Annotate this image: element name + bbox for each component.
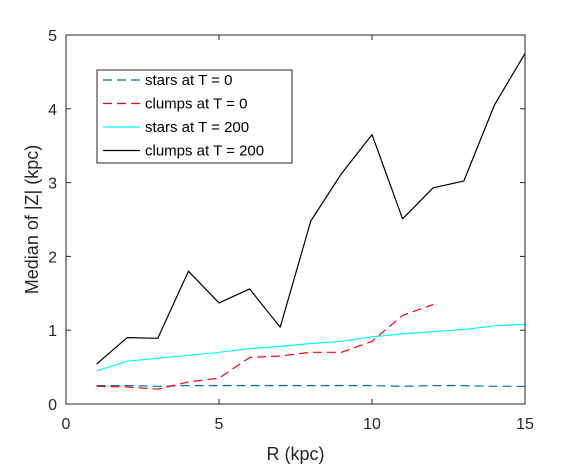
series-line-1 (96, 303, 434, 390)
ticks-layer: 0 5 10 15 0 1 2 3 4 5 (48, 28, 534, 433)
y-tick-label: 3 (48, 176, 57, 193)
series-layer (96, 53, 526, 390)
y-tick-label: 4 (48, 102, 57, 119)
legend-label-2: stars at T = 200 (145, 119, 249, 136)
series-line-2 (96, 323, 526, 372)
legend-entries: stars at T = 0 clumps at T = 0 stars at T … (103, 72, 264, 160)
y-axis-title: Median of |Z| (kpc) (22, 145, 42, 294)
series-line-3 (96, 53, 526, 365)
x-tick-label: 0 (62, 416, 71, 433)
y-tick-label: 5 (48, 28, 57, 45)
y-tick-label: 2 (48, 249, 57, 266)
legend-label-1: clumps at T = 0 (145, 96, 247, 113)
x-axis-title: R (kpc) (267, 444, 325, 464)
plot-border (65, 34, 526, 405)
legend-box (96, 69, 293, 164)
x-tick-label: 10 (363, 416, 381, 433)
series-line-0 (96, 385, 525, 387)
x-tick-label: 5 (215, 416, 224, 433)
legend: stars at T = 0 clumps at T = 0 stars at T … (96, 69, 293, 164)
x-tick-label: 15 (516, 416, 534, 433)
y-tick-label: 0 (48, 397, 57, 414)
legend-label-0: stars at T = 0 (145, 72, 232, 89)
y-tick-label: 1 (48, 323, 57, 340)
legend-label-3: clumps at T = 200 (145, 143, 264, 160)
